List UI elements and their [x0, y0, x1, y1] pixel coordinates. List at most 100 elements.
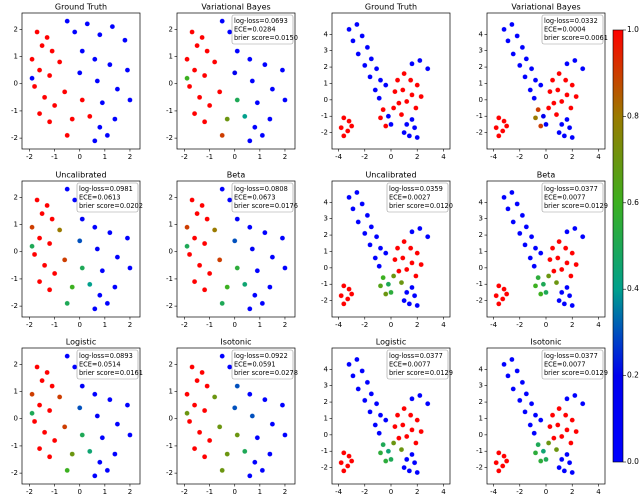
x-tick-label: 2: [570, 153, 574, 161]
x-tick-label: -2: [516, 488, 523, 496]
panel-title: Variational Bayes: [201, 3, 270, 12]
point: [46, 119, 53, 125]
axes-frame: [176, 180, 296, 318]
point: [279, 67, 286, 73]
point: [522, 409, 528, 415]
point: [282, 432, 288, 438]
point: [522, 242, 528, 248]
point: [425, 66, 431, 72]
point: [509, 189, 515, 196]
point: [392, 89, 398, 95]
point: [64, 467, 70, 474]
point: [519, 212, 526, 219]
y-tick-label: 0: [324, 96, 328, 104]
point: [377, 412, 384, 418]
panel-title: Logistic: [66, 338, 96, 347]
point: [409, 396, 415, 402]
point: [259, 300, 266, 307]
y-tick-label: -2: [476, 297, 483, 305]
y-tick-label: 1: [169, 388, 173, 396]
y-tick-label: -2: [166, 302, 173, 310]
y-tick-label: 2: [169, 25, 173, 33]
x-tick-label: 0: [389, 153, 393, 161]
point: [572, 392, 578, 399]
annotation-box: [231, 14, 294, 45]
point: [411, 293, 418, 299]
point: [517, 397, 523, 404]
point: [564, 229, 570, 235]
point: [234, 97, 240, 103]
x-tick-label: 0: [78, 153, 82, 161]
point: [282, 265, 288, 271]
point: [551, 435, 557, 441]
point: [64, 353, 70, 359]
point: [532, 450, 539, 456]
y-tick-label: -2: [11, 134, 18, 142]
point: [186, 83, 193, 90]
point: [501, 26, 507, 33]
x-tick-label: 0: [78, 488, 82, 496]
point: [392, 257, 398, 263]
point: [94, 246, 100, 252]
point: [34, 29, 40, 35]
x-tick-label: -2: [361, 321, 368, 329]
annotation-text: ECE=0.0284: [234, 26, 276, 34]
annotation-text: log-loss=0.0893: [79, 352, 133, 360]
x-tick-label: -2: [181, 321, 188, 329]
annotation-box: [76, 349, 139, 380]
y-tick-label: 1: [479, 79, 483, 87]
point: [406, 301, 413, 307]
annotation-text: brier score=0.0202: [79, 202, 143, 210]
point: [72, 364, 78, 370]
x-tick-label: -2: [181, 488, 188, 496]
point: [247, 306, 253, 312]
point: [532, 412, 539, 418]
point: [367, 74, 373, 80]
point: [87, 281, 93, 288]
point: [388, 456, 394, 463]
annotation-text: brier score=0.0278: [234, 369, 298, 377]
point: [254, 435, 260, 441]
point: [267, 451, 273, 457]
point: [77, 405, 83, 411]
point: [124, 402, 131, 408]
annotation-box: [231, 349, 294, 380]
colorbar-tick-label: 0.6: [627, 198, 639, 207]
point: [501, 286, 507, 292]
point: [547, 89, 553, 95]
y-tick-label: 3: [479, 215, 483, 223]
point: [338, 460, 344, 466]
point: [519, 379, 526, 386]
colorbar: [612, 29, 624, 463]
point: [385, 113, 392, 119]
point: [191, 402, 198, 408]
point: [409, 284, 415, 291]
annotation-text: brier score=0.0129: [544, 202, 608, 210]
point: [252, 459, 258, 465]
annotation-text: brier score=0.0129: [544, 369, 608, 377]
colorbar-tick-label: 1.0: [627, 25, 639, 34]
point: [496, 283, 502, 289]
point: [219, 300, 225, 307]
point: [41, 429, 48, 435]
point: [31, 251, 38, 258]
point: [184, 75, 190, 81]
point: [194, 210, 200, 217]
point: [413, 273, 419, 279]
point: [196, 429, 203, 435]
panel-title: Ground Truth: [365, 3, 417, 12]
point: [87, 113, 93, 120]
point: [514, 33, 520, 39]
y-tick-label: 0: [479, 264, 483, 272]
point: [417, 225, 423, 232]
y-tick-label: 3: [324, 215, 328, 223]
point: [528, 401, 535, 407]
point: [234, 432, 240, 438]
point: [380, 442, 386, 448]
point: [41, 262, 48, 268]
point: [569, 469, 575, 476]
point: [232, 70, 238, 76]
point: [413, 440, 419, 446]
point: [556, 405, 562, 412]
point: [545, 273, 552, 279]
